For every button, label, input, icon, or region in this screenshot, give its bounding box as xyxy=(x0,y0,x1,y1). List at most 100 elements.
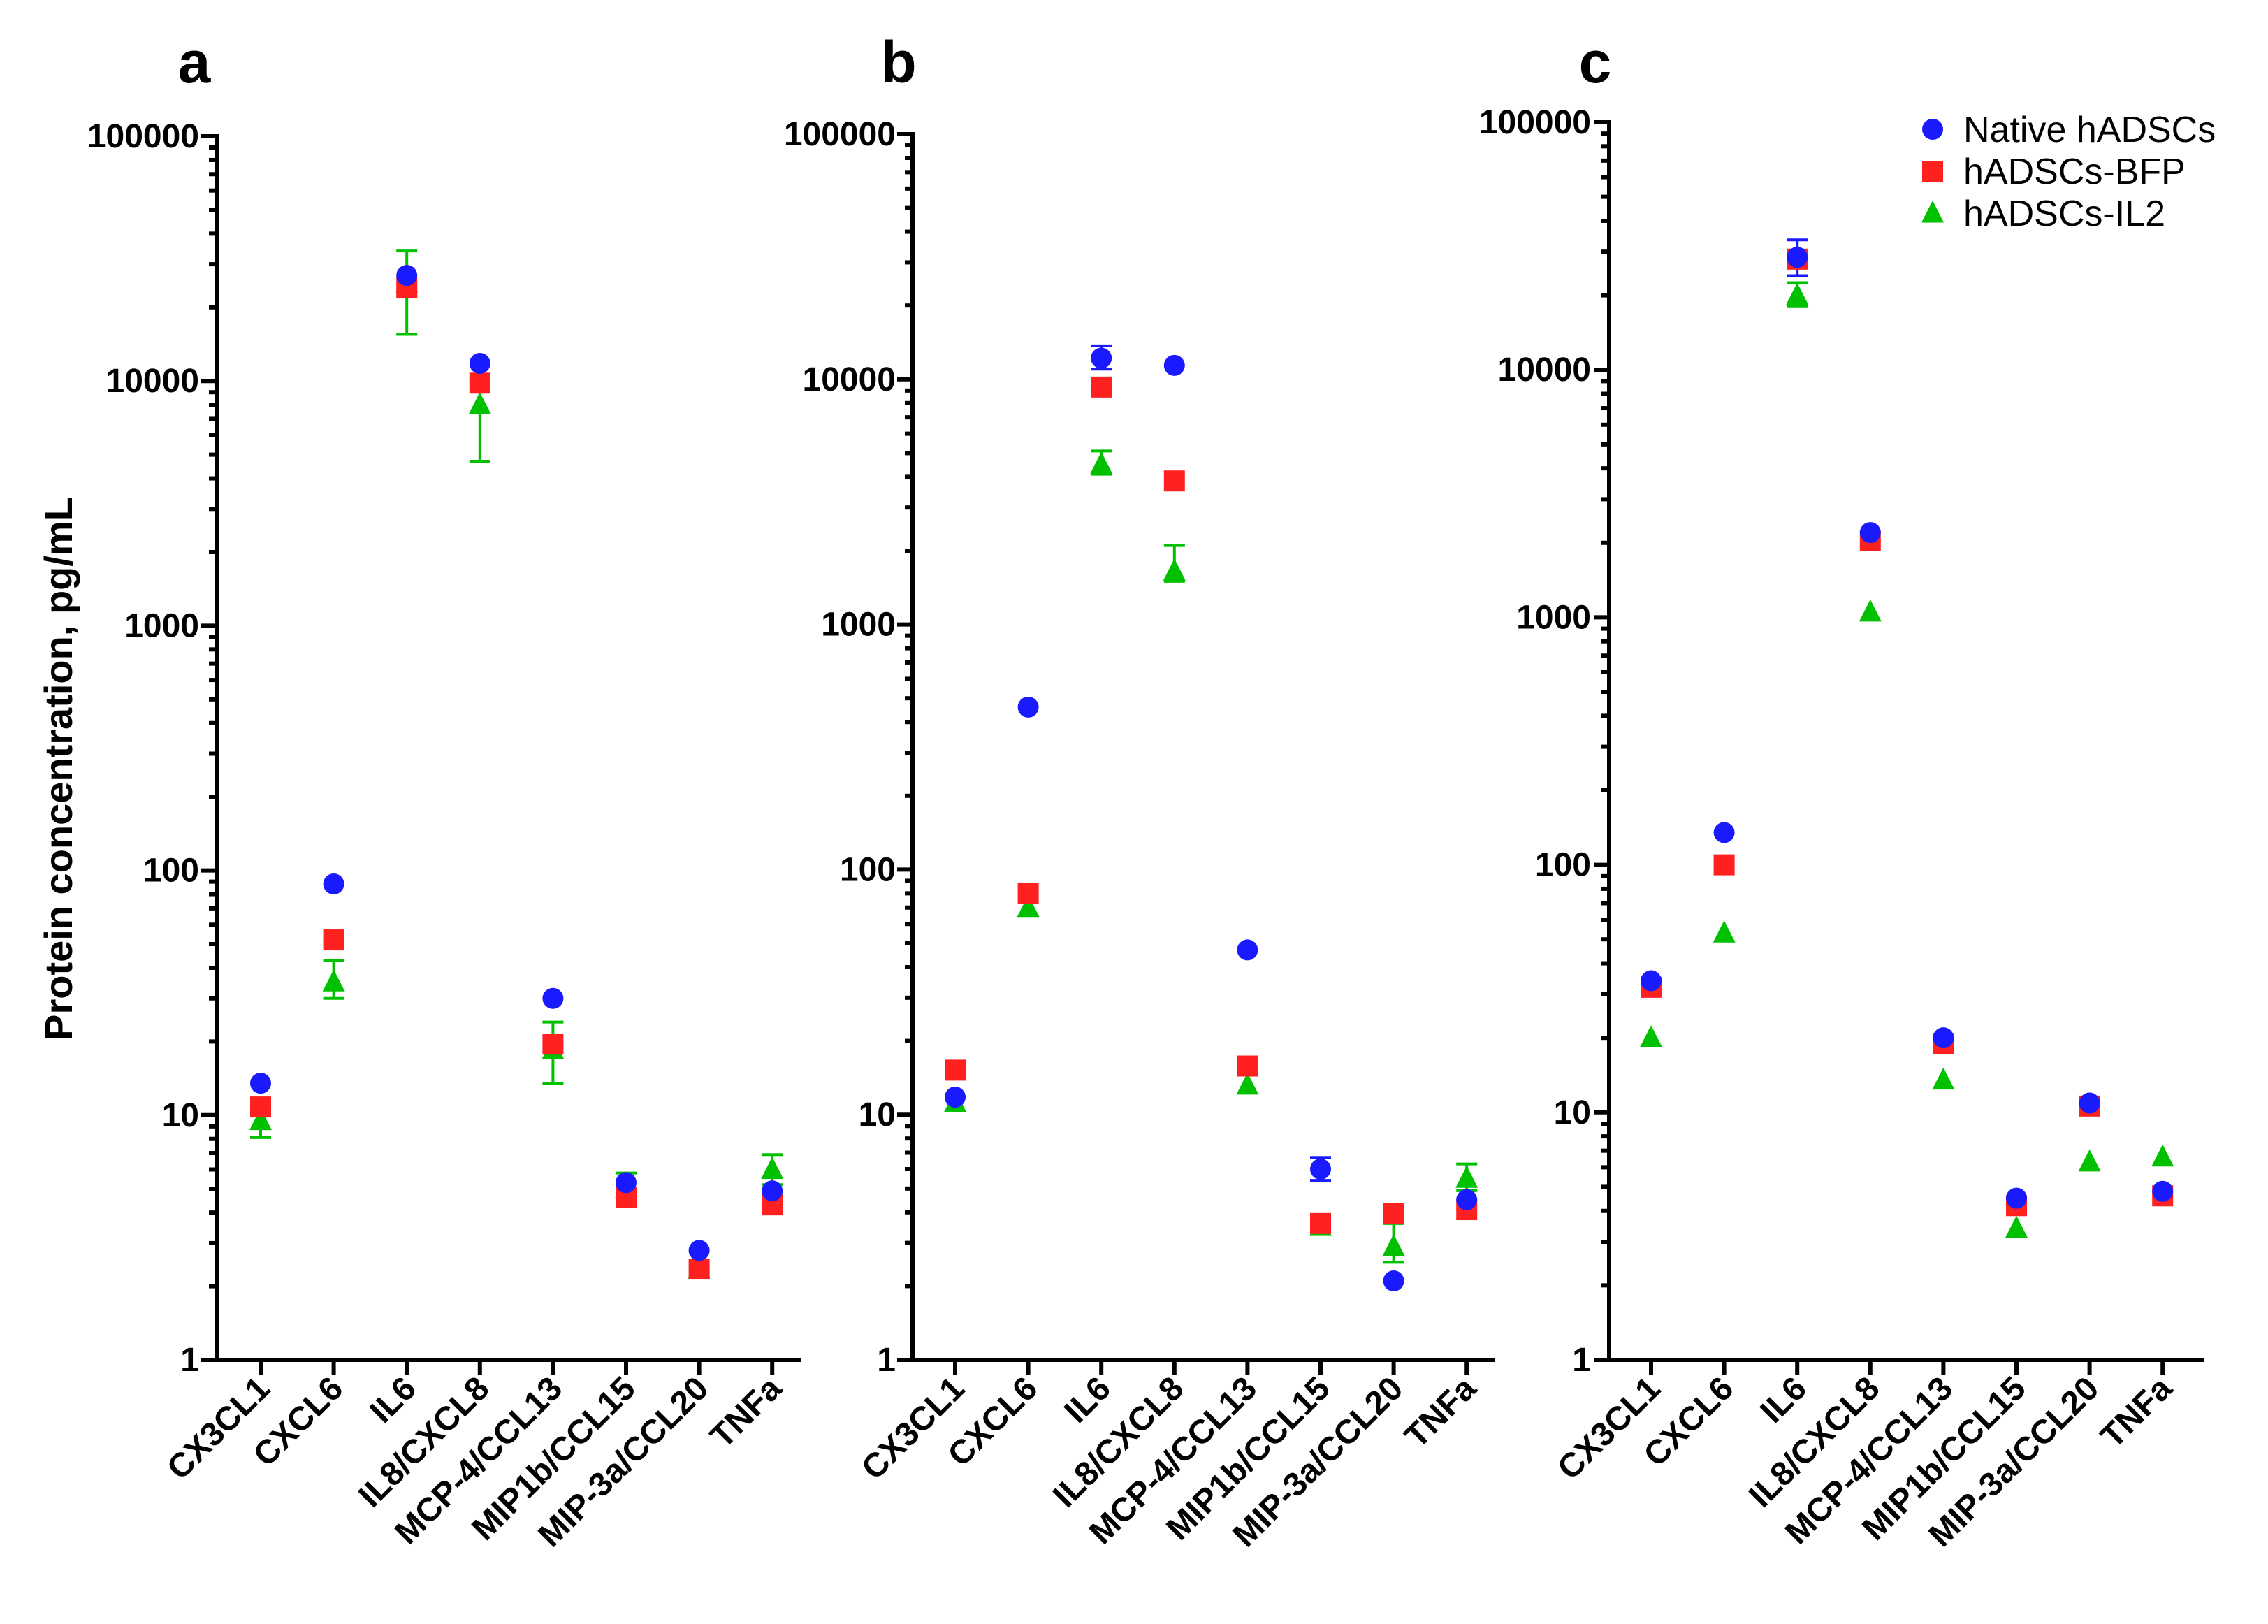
point-hadscs-il2-il8-cxcl8 xyxy=(1163,558,1186,581)
point-hadscs-bfp-mip-3a-ccl20 xyxy=(688,1259,710,1280)
point-native-hadscs-il8-cxcl8 xyxy=(1859,522,1881,544)
point-hadscs-bfp-il8-cxcl8 xyxy=(469,372,490,394)
y-tick-label-10: 10 xyxy=(162,1097,199,1134)
point-native-hadscs-tnfa xyxy=(762,1180,783,1202)
point-hadscs-il2-mcp-4-ccl13 xyxy=(1932,1067,1955,1090)
y-tick-label-100000: 100000 xyxy=(784,116,896,153)
point-hadscs-bfp-cxcl6 xyxy=(1017,883,1039,904)
point-hadscs-bfp-mcp-4-ccl13 xyxy=(542,1034,564,1055)
point-native-hadscs-mcp-4-ccl13 xyxy=(1237,939,1258,961)
x-tick-label-il6: IL6 xyxy=(1057,1370,1118,1430)
y-tick-label-10000: 10000 xyxy=(106,363,199,400)
point-native-hadscs-cxcl6 xyxy=(323,873,344,895)
point-native-hadscs-il8-cxcl8 xyxy=(1163,354,1185,376)
point-native-hadscs-mip-3a-ccl20 xyxy=(2079,1092,2100,1114)
point-hadscs-il2-il8-cxcl8 xyxy=(468,392,491,414)
point-native-hadscs-cx3cl1 xyxy=(250,1073,271,1094)
y-tick-label-100: 100 xyxy=(1535,847,1591,884)
point-hadscs-bfp-cxcl6 xyxy=(1713,854,1735,876)
legend-item-hadscs-bfp: hADSCs-BFP xyxy=(1922,152,2186,192)
point-native-hadscs-il6 xyxy=(1787,247,1808,268)
point-hadscs-il2-il6 xyxy=(1090,451,1113,474)
point-hadscs-bfp-cx3cl1 xyxy=(250,1096,271,1118)
point-hadscs-il2-cxcl6 xyxy=(322,969,345,992)
point-hadscs-il2-il6 xyxy=(1786,282,1809,305)
y-tick-label-10000: 10000 xyxy=(803,361,896,398)
y-tick-label-1000: 1000 xyxy=(124,607,199,644)
y-axis-title: Protein concentration, pg/mL xyxy=(36,497,80,1041)
y-tick-label-10: 10 xyxy=(859,1096,896,1133)
point-native-hadscs-il8-cxcl8 xyxy=(469,353,490,375)
x-tick-label-tnfa: TNFa xyxy=(2094,1370,2180,1456)
point-native-hadscs-tnfa xyxy=(2152,1180,2174,1202)
point-hadscs-bfp-mip1b-ccl15 xyxy=(1310,1212,1331,1234)
y-tick-label-10000: 10000 xyxy=(1498,351,1591,389)
y-tick-label-100: 100 xyxy=(143,853,199,890)
point-hadscs-il2-il8-cxcl8 xyxy=(1859,599,1882,622)
point-native-hadscs-mip1b-ccl15 xyxy=(616,1172,637,1194)
point-native-hadscs-il6 xyxy=(396,265,418,287)
x-tick-label-cx3cl1: CX3CL1 xyxy=(160,1370,277,1487)
y-tick-label-1000: 1000 xyxy=(1516,599,1591,636)
point-hadscs-bfp-mip-3a-ccl20 xyxy=(1383,1203,1404,1224)
point-native-hadscs-mip-3a-ccl20 xyxy=(1383,1270,1404,1291)
y-tick-label-10: 10 xyxy=(1554,1094,1591,1131)
point-hadscs-il2-tnfa xyxy=(761,1157,784,1179)
legend-marker-hadscs-il2 xyxy=(1921,201,1944,223)
point-hadscs-il2-mip-3a-ccl20 xyxy=(1382,1233,1405,1256)
point-native-hadscs-cx3cl1 xyxy=(1641,970,1662,992)
y-tick-label-1: 1 xyxy=(877,1342,896,1379)
legend-label-hadscs-il2: hADSCs-IL2 xyxy=(1963,194,2165,234)
point-hadscs-bfp-il8-cxcl8 xyxy=(1163,470,1185,492)
point-hadscs-il2-mip-3a-ccl20 xyxy=(2078,1149,2101,1172)
chart-root: Protein concentration, pg/mL a 1 10 100 1000 1… xyxy=(36,29,2216,1554)
point-native-hadscs-cx3cl1 xyxy=(945,1086,966,1108)
legend-marker-native-hadscs xyxy=(1922,119,1943,140)
x-tick-label-il6: IL6 xyxy=(363,1370,423,1430)
x-tick-label-il6: IL6 xyxy=(1753,1370,1814,1430)
point-native-hadscs-cxcl6 xyxy=(1713,822,1735,843)
legend-item-native-hadscs: Native hADSCs xyxy=(1922,110,2216,150)
point-hadscs-il2-cx3cl1 xyxy=(249,1108,272,1131)
point-native-hadscs-il6 xyxy=(1091,347,1112,369)
point-hadscs-il2-mip1b-ccl15 xyxy=(2005,1215,2028,1238)
point-native-hadscs-mip1b-ccl15 xyxy=(2006,1187,2027,1209)
point-hadscs-il2-tnfa xyxy=(2151,1144,2174,1167)
panel-letter-a: a xyxy=(178,29,212,95)
point-native-hadscs-tnfa xyxy=(1456,1189,1478,1210)
point-native-hadscs-mcp-4-ccl13 xyxy=(1933,1027,1954,1049)
point-hadscs-il2-cxcl6 xyxy=(1713,920,1736,943)
point-hadscs-bfp-mcp-4-ccl13 xyxy=(1237,1055,1258,1077)
point-hadscs-bfp-cxcl6 xyxy=(323,929,344,951)
y-tick-label-100000: 100000 xyxy=(87,118,199,155)
x-tick-label-cx3cl1: CX3CL1 xyxy=(855,1370,972,1487)
x-tick-label-tnfa: TNFa xyxy=(704,1370,790,1456)
point-hadscs-il2-cx3cl1 xyxy=(1640,1025,1662,1047)
y-tick-label-1: 1 xyxy=(1572,1342,1591,1379)
point-hadscs-il2-cxcl6 xyxy=(1017,894,1040,918)
x-tick-label-cx3cl1: CX3CL1 xyxy=(1550,1370,1668,1487)
point-hadscs-il2-mcp-4-ccl13 xyxy=(1236,1072,1259,1095)
y-tick-label-1000: 1000 xyxy=(821,607,896,644)
point-hadscs-bfp-il6 xyxy=(1091,376,1112,398)
legend-marker-hadscs-bfp xyxy=(1922,161,1943,182)
legend-label-native-hadscs: Native hADSCs xyxy=(1963,110,2216,150)
y-tick-label-1: 1 xyxy=(180,1342,199,1379)
legend-label-hadscs-bfp: hADSCs-BFP xyxy=(1963,152,2186,192)
panel-letter-b: b xyxy=(880,29,916,95)
point-native-hadscs-mip1b-ccl15 xyxy=(1310,1159,1331,1180)
point-hadscs-bfp-cx3cl1 xyxy=(945,1059,966,1081)
y-tick-label-100000: 100000 xyxy=(1479,104,1591,141)
panel-letter-c: c xyxy=(1579,29,1612,95)
point-native-hadscs-mip-3a-ccl20 xyxy=(688,1240,710,1261)
point-hadscs-il2-tnfa xyxy=(1455,1166,1478,1188)
point-native-hadscs-cxcl6 xyxy=(1017,696,1039,718)
legend-item-hadscs-il2: hADSCs-IL2 xyxy=(1921,194,2165,234)
point-native-hadscs-mcp-4-ccl13 xyxy=(542,987,564,1009)
x-tick-label-tnfa: TNFa xyxy=(1398,1370,1484,1456)
